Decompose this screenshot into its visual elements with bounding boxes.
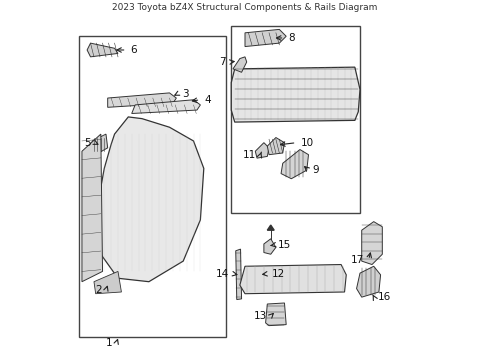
Polygon shape	[231, 67, 360, 122]
Text: 1: 1	[105, 338, 112, 348]
Text: 13: 13	[253, 311, 267, 321]
Title: 2023 Toyota bZ4X Structural Components & Rails Diagram: 2023 Toyota bZ4X Structural Components &…	[112, 3, 378, 12]
Text: 7: 7	[219, 57, 226, 67]
Polygon shape	[245, 30, 286, 46]
Bar	[78, 36, 226, 337]
Text: 4: 4	[204, 95, 211, 105]
Polygon shape	[268, 138, 285, 155]
Polygon shape	[98, 117, 204, 282]
Polygon shape	[82, 134, 102, 282]
Text: 8: 8	[289, 33, 295, 43]
Polygon shape	[266, 303, 286, 326]
Polygon shape	[87, 43, 118, 57]
Text: 11: 11	[243, 150, 256, 160]
Polygon shape	[255, 143, 269, 158]
Polygon shape	[91, 134, 108, 155]
Text: 15: 15	[278, 240, 292, 250]
Polygon shape	[240, 265, 346, 294]
Polygon shape	[268, 225, 274, 230]
Text: 6: 6	[131, 45, 137, 55]
Text: 3: 3	[182, 89, 189, 99]
Polygon shape	[362, 222, 382, 265]
Polygon shape	[233, 57, 247, 72]
Text: 17: 17	[351, 255, 365, 265]
Polygon shape	[132, 100, 200, 113]
Polygon shape	[357, 266, 381, 297]
Text: 12: 12	[271, 269, 285, 279]
Text: 10: 10	[300, 138, 314, 148]
Text: 14: 14	[216, 269, 229, 279]
Text: 2: 2	[95, 285, 102, 295]
Polygon shape	[236, 249, 242, 300]
Polygon shape	[108, 93, 176, 107]
Text: 5: 5	[84, 138, 91, 148]
Polygon shape	[264, 239, 276, 254]
Polygon shape	[281, 149, 309, 179]
Text: 16: 16	[378, 292, 392, 302]
Bar	[231, 26, 360, 213]
Polygon shape	[94, 271, 122, 294]
Text: 9: 9	[313, 165, 319, 175]
